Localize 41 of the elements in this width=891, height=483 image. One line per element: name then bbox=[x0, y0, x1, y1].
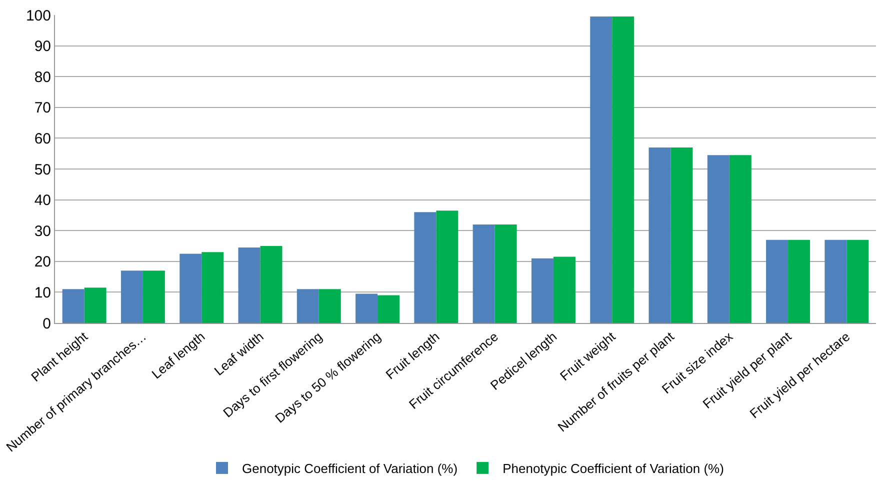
y-tick-label: 10 bbox=[34, 284, 51, 302]
bar bbox=[378, 295, 400, 323]
legend-label: Genotypic Coefficient of Variation (%) bbox=[242, 461, 458, 476]
legend-label: Phenotypic Coefficient of Variation (%) bbox=[502, 461, 724, 476]
bar bbox=[84, 288, 106, 323]
bar bbox=[494, 224, 517, 323]
y-tick-label: 70 bbox=[34, 100, 51, 117]
bar bbox=[766, 240, 788, 323]
y-tick-label: 90 bbox=[34, 38, 51, 56]
bar bbox=[846, 240, 869, 323]
y-tick-label: 20 bbox=[34, 254, 51, 271]
y-tick-label: 100 bbox=[26, 7, 51, 24]
bar bbox=[531, 258, 554, 323]
y-tick-label: 30 bbox=[34, 222, 51, 240]
bar bbox=[590, 16, 612, 323]
y-tick-label: 50 bbox=[34, 161, 51, 178]
bar bbox=[648, 147, 671, 323]
bar bbox=[318, 289, 341, 323]
bar bbox=[472, 224, 495, 323]
bar bbox=[707, 155, 730, 323]
bar bbox=[670, 147, 693, 323]
bar bbox=[788, 240, 810, 323]
bar bbox=[824, 240, 847, 323]
bar bbox=[414, 212, 436, 323]
bar bbox=[202, 252, 224, 323]
bar bbox=[142, 270, 165, 323]
bar bbox=[436, 210, 458, 323]
bar bbox=[612, 16, 634, 323]
bar bbox=[356, 294, 378, 323]
bar bbox=[553, 256, 576, 323]
y-tick-label: 40 bbox=[34, 192, 51, 210]
bar bbox=[296, 289, 319, 323]
bar bbox=[238, 248, 260, 323]
bar bbox=[120, 270, 143, 323]
bar bbox=[260, 246, 282, 323]
y-tick-label: 80 bbox=[34, 68, 51, 86]
bar bbox=[62, 289, 84, 323]
bar bbox=[729, 155, 752, 323]
y-tick-label: 0 bbox=[42, 315, 51, 332]
bar bbox=[180, 254, 202, 323]
y-tick-label: 60 bbox=[34, 130, 51, 148]
